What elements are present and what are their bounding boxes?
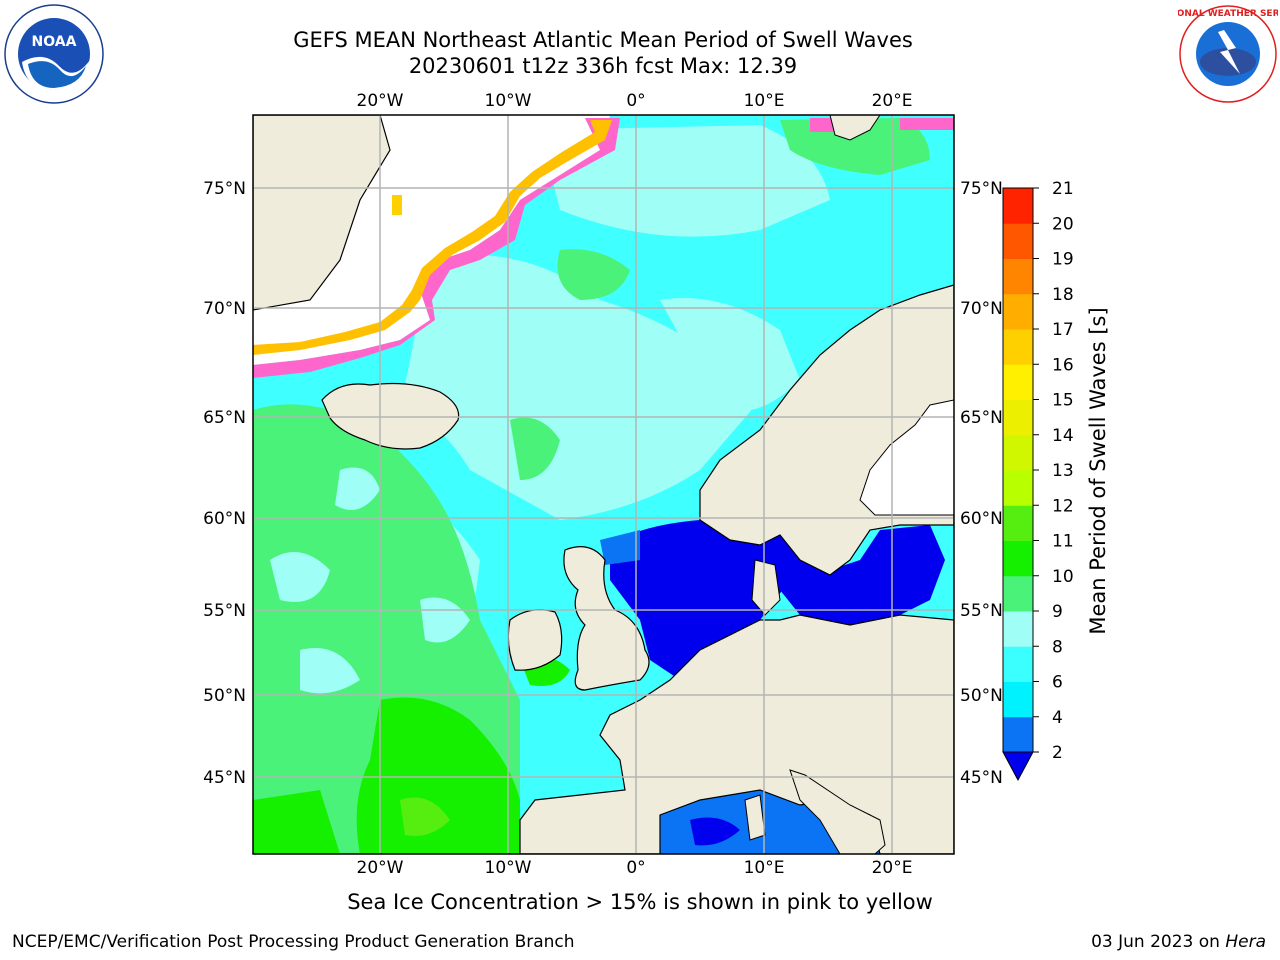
- lon-label-top: 10°E: [744, 91, 785, 111]
- colorbar-tick-label: 6: [1052, 673, 1063, 693]
- lat-label-left: 50°N: [203, 686, 246, 706]
- nws-logo: NATIONAL WEATHER SERVICE: [1178, 5, 1278, 103]
- colorbar-extend-arrow: [1002, 751, 1034, 782]
- colorbar-tick-label: 20: [1052, 214, 1074, 234]
- colorbar-tick-label: 13: [1052, 461, 1074, 481]
- map-title: GEFS MEAN Northeast Atlantic Mean Period…: [293, 28, 913, 52]
- colorbar-segment: [1003, 611, 1033, 647]
- lon-label-top: 10°W: [485, 91, 532, 111]
- graticule: [253, 115, 954, 854]
- lat-label-right: 70°N: [960, 299, 1003, 319]
- colorbar-tick-label: 12: [1052, 496, 1074, 516]
- noaa-logo: NOAA: [4, 4, 104, 104]
- lon-label-bottom: 20°E: [872, 858, 913, 878]
- lat-label-left: 60°N: [203, 509, 246, 529]
- colorbar-label: Mean Period of Swell Waves [s]: [1086, 307, 1110, 634]
- colorbar-segment: [1003, 434, 1033, 471]
- map-area: [253, 115, 954, 854]
- colorbar-segment: [1003, 505, 1033, 541]
- biscay-swell: [520, 690, 630, 800]
- lon-label-bottom: 20°W: [357, 858, 404, 878]
- lat-label-right: 45°N: [960, 768, 1003, 788]
- nws-logo-text: NATIONAL WEATHER SERVICE: [1178, 9, 1278, 19]
- colorbar-tick-label: 10: [1052, 567, 1074, 587]
- lon-label-bottom: 10°E: [744, 858, 785, 878]
- lon-label-top: 0°: [626, 91, 645, 111]
- lon-label-top: 20°E: [872, 91, 913, 111]
- lat-label-left: 65°N: [203, 408, 246, 428]
- colorbar-tick-label: 16: [1052, 355, 1074, 375]
- swell-11-12s-patch: [400, 797, 450, 836]
- north-sea-edge: [600, 530, 640, 565]
- lon-label-bottom: 0°: [626, 858, 645, 878]
- footer-host: Hera: [1225, 932, 1266, 952]
- colorbar-segment: [1003, 399, 1033, 436]
- footer-date: 03 Jun 2023 on Hera: [1091, 932, 1266, 952]
- colorbar-segment: [1003, 329, 1033, 365]
- lat-label-left: 75°N: [203, 179, 246, 199]
- colorbar-segment: [1003, 540, 1033, 577]
- colorbar: 2 4 6 8 9 10 11 12 13 14 15 16 17 18 19 20 21: [1002, 179, 1074, 782]
- lat-label-left: 55°N: [203, 601, 246, 621]
- corsica-sardinia-land: [744, 794, 766, 841]
- lat-label-right: 75°N: [960, 179, 1003, 199]
- gulf-of-bothnia-mask: [859, 399, 954, 516]
- footer-credit: NCEP/EMC/Verification Post Processing Pr…: [12, 932, 575, 952]
- lon-label-bottom: 10°W: [485, 858, 532, 878]
- lat-label-left: 45°N: [203, 768, 246, 788]
- colorbar-segment: [1003, 646, 1033, 682]
- swell-light-patches: [270, 467, 470, 694]
- colorbar-segment: [1003, 188, 1033, 224]
- colorbar-segment: [1003, 258, 1033, 295]
- map-frame: [252, 114, 955, 855]
- svalbard-land: [829, 115, 881, 141]
- lat-label-right: 50°N: [960, 686, 1003, 706]
- sea-ice-note: Sea Ice Concentration > 15% is shown in …: [347, 890, 933, 914]
- colorbar-tick-label: 21: [1052, 179, 1074, 199]
- colorbar-segment: [1003, 470, 1033, 506]
- footer-date-text: 03 Jun 2023 on: [1091, 932, 1226, 952]
- colorbar-tick-label: 14: [1052, 426, 1074, 446]
- north-sea-low-swell: [610, 520, 790, 680]
- lat-label-right: 60°N: [960, 509, 1003, 529]
- colorbar-tick-label: 19: [1052, 250, 1074, 270]
- colorbar-segment: [1003, 716, 1033, 753]
- colorbar-tick-label: 17: [1052, 320, 1074, 340]
- map-subtitle: 20230601 t12z 336h fcst Max: 12.39: [408, 54, 798, 78]
- colorbar-segment: [1003, 293, 1033, 330]
- swell-10-11s-zones: [253, 656, 570, 854]
- colorbar-tick-label: 9: [1052, 602, 1063, 622]
- colorbar-segment: [1003, 364, 1033, 400]
- noaa-logo-text: NOAA: [32, 34, 77, 50]
- colorbar-tick-label: 2: [1052, 743, 1063, 763]
- colorbar-tick-label: 18: [1052, 285, 1074, 305]
- colorbar-segment: [1003, 575, 1033, 612]
- lat-label-left: 70°N: [203, 299, 246, 319]
- colorbar-tick-label: 15: [1052, 391, 1074, 411]
- lat-label-right: 55°N: [960, 601, 1003, 621]
- lon-label-top: 20°W: [357, 91, 404, 111]
- colorbar-segment: [1003, 223, 1033, 259]
- colorbar-segment: [1003, 681, 1033, 718]
- colorbar-tick-label: 8: [1052, 637, 1063, 657]
- great-britain-land: [563, 546, 650, 691]
- mediterranean-low-swell: [690, 817, 740, 846]
- colorbar-tick-label: 4: [1052, 708, 1063, 728]
- lat-label-right: 65°N: [960, 408, 1003, 428]
- colorbar-tick-label: 11: [1052, 532, 1074, 552]
- italy-land: [789, 769, 886, 854]
- denmark-land: [751, 559, 781, 616]
